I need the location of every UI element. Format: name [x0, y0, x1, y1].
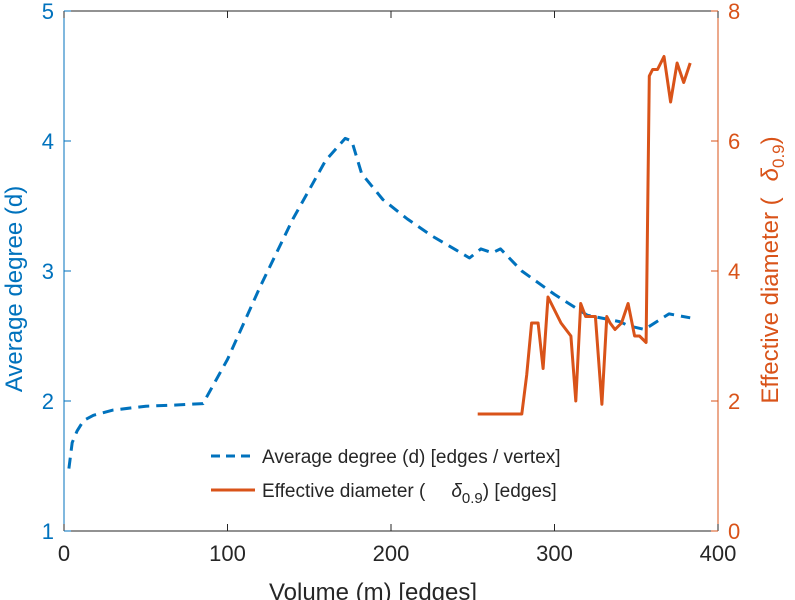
y-left-tick-label: 1 — [42, 519, 54, 544]
y-left-tick-label: 2 — [42, 389, 54, 414]
y-right-tick-label: 6 — [728, 129, 740, 154]
x-tick-label: 400 — [700, 541, 737, 566]
legend-label-effective-diameter-subscript: 0.9 — [462, 490, 483, 507]
y-axis-right-label: Effective diameter ( δ0.9) — [757, 136, 788, 403]
y-right-tick-label: 8 — [728, 0, 740, 24]
y-right-tick-label: 4 — [728, 259, 740, 284]
legend-label-effective-diameter: Effective diameter ( δ0.9) [edges] — [262, 481, 557, 507]
x-tick-label: 100 — [209, 541, 246, 566]
x-tick-label: 0 — [58, 541, 70, 566]
series-line-average-degree — [67, 136, 691, 469]
y-axis-right-label-close: ) — [757, 136, 784, 144]
x-axis-label: Volume (m) [edges] — [269, 579, 477, 600]
legend-label-effective-diameter-close: ) [edges] — [483, 481, 557, 502]
y-right-tick-label: 0 — [728, 519, 740, 544]
y-right-tick-label: 2 — [728, 389, 740, 414]
y-left-tick-label: 5 — [42, 0, 54, 24]
series-line-effective-diameter — [477, 55, 692, 416]
legend-label-effective-diameter-symbol: δ — [451, 481, 462, 502]
ticks: 0 100 200 300 400 1 2 3 4 5 0 2 4 6 8 — [42, 0, 741, 566]
plot-area — [67, 55, 692, 469]
y-left-tick-label: 4 — [42, 129, 54, 154]
y-left-tick-label: 3 — [42, 259, 54, 284]
y-axis-right-label-subscript: 0.9 — [769, 144, 788, 168]
y-axis-right-label-symbol: δ — [757, 167, 784, 181]
x-tick-label: 300 — [536, 541, 573, 566]
y-axis-right-label-main: Effective diameter ( — [757, 197, 784, 403]
legend: Average degree (d) [edges / vertex] Effe… — [211, 447, 561, 507]
x-tick-label: 200 — [373, 541, 410, 566]
legend-label-effective-diameter-main: Effective diameter ( — [262, 481, 426, 502]
y-axis-left-label: Average degree (d) — [1, 186, 28, 392]
legend-label-average-degree: Average degree (d) [edges / vertex] — [262, 447, 561, 468]
